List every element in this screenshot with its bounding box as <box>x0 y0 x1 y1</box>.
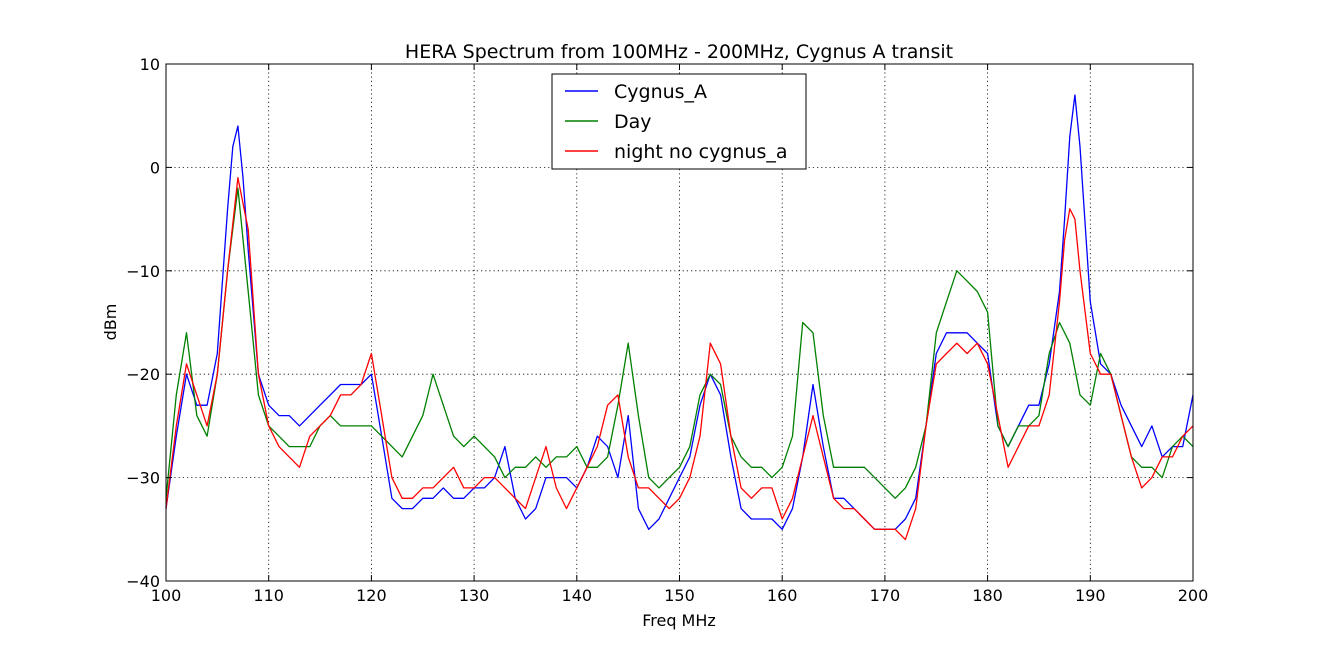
y-tick-label: 0 <box>150 158 160 177</box>
legend-entries: Cygnus_A Day night no cygnus_a <box>565 81 788 163</box>
series-line-1 <box>165 187 1194 499</box>
x-tick-label: 180 <box>972 586 1003 605</box>
series-layer <box>165 94 1194 541</box>
x-tick-label: 110 <box>253 586 284 605</box>
y-tick-label: −30 <box>126 469 160 488</box>
legend-label: night no cygnus_a <box>614 141 788 163</box>
x-axis-label: Freq MHz <box>642 611 716 630</box>
y-tick-label: −10 <box>126 262 160 281</box>
x-tick-label: 100 <box>151 586 182 605</box>
x-tick-label: 150 <box>664 586 695 605</box>
y-tick-label: 10 <box>140 55 160 74</box>
legend-label: Cygnus_A <box>614 81 707 103</box>
x-tick-label: 130 <box>459 586 490 605</box>
chart-title: HERA Spectrum from 100MHz - 200MHz, Cygn… <box>405 41 953 63</box>
series-line-2 <box>165 177 1194 541</box>
y-tick-label: −20 <box>126 365 160 384</box>
y-tick-label: −40 <box>126 572 160 591</box>
y-axis-label: dBm <box>101 304 120 341</box>
x-tick-label: 200 <box>1178 586 1209 605</box>
ticks-layer: 100 110 120 130 140 150 160 170 180 190 200−40−30−… <box>126 55 1208 605</box>
series-line-0 <box>165 94 1194 530</box>
x-tick-label: 120 <box>356 586 387 605</box>
legend-label: Day <box>614 111 652 133</box>
legend: Cygnus_A Day night no cygnus_a <box>551 73 807 170</box>
x-tick-label: 140 <box>562 586 593 605</box>
x-tick-label: 170 <box>870 586 901 605</box>
x-tick-label: 190 <box>1075 586 1106 605</box>
x-tick-label: 160 <box>767 586 798 605</box>
